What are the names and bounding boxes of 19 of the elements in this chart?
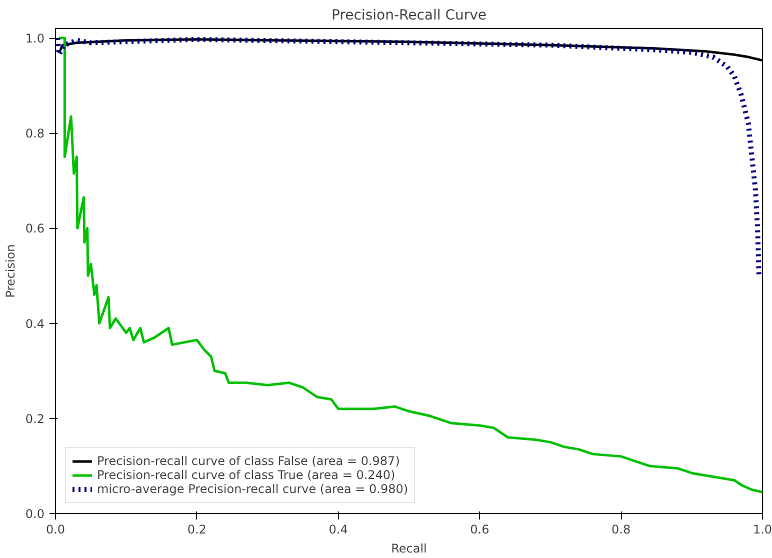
legend-label: Precision-recall curve of class True (area = 0.240): [97, 468, 396, 482]
line-series: [58, 36, 762, 494]
x-tick-label: 0.4: [328, 522, 348, 536]
chart-title: Precision-Recall Curve: [331, 8, 487, 24]
y-axis-title: Precision: [3, 244, 18, 298]
x-tick-label: 0.6: [470, 522, 490, 536]
x-tick-label: 0.8: [612, 522, 631, 536]
x-tick-label: 0.0: [46, 522, 66, 536]
y-tick-label: 0.4: [25, 316, 45, 331]
x-axis-title: Recall: [391, 542, 427, 556]
legend-label: micro-average Precision-recall curve (area = 0.980): [97, 482, 408, 496]
x-tick-label: 0.2: [187, 522, 206, 536]
x-tick-label: 1.0: [752, 522, 772, 536]
y-tick-label: 0.0: [25, 507, 45, 521]
y-tick-label: 0.8: [25, 126, 45, 141]
y-tick-label: 0.2: [25, 412, 45, 426]
legend-label: Precision-recall curve of class False (area = 0.987): [97, 454, 400, 468]
y-tick-label: 0.6: [25, 222, 45, 236]
y-tick-label: 1.0: [25, 32, 45, 46]
